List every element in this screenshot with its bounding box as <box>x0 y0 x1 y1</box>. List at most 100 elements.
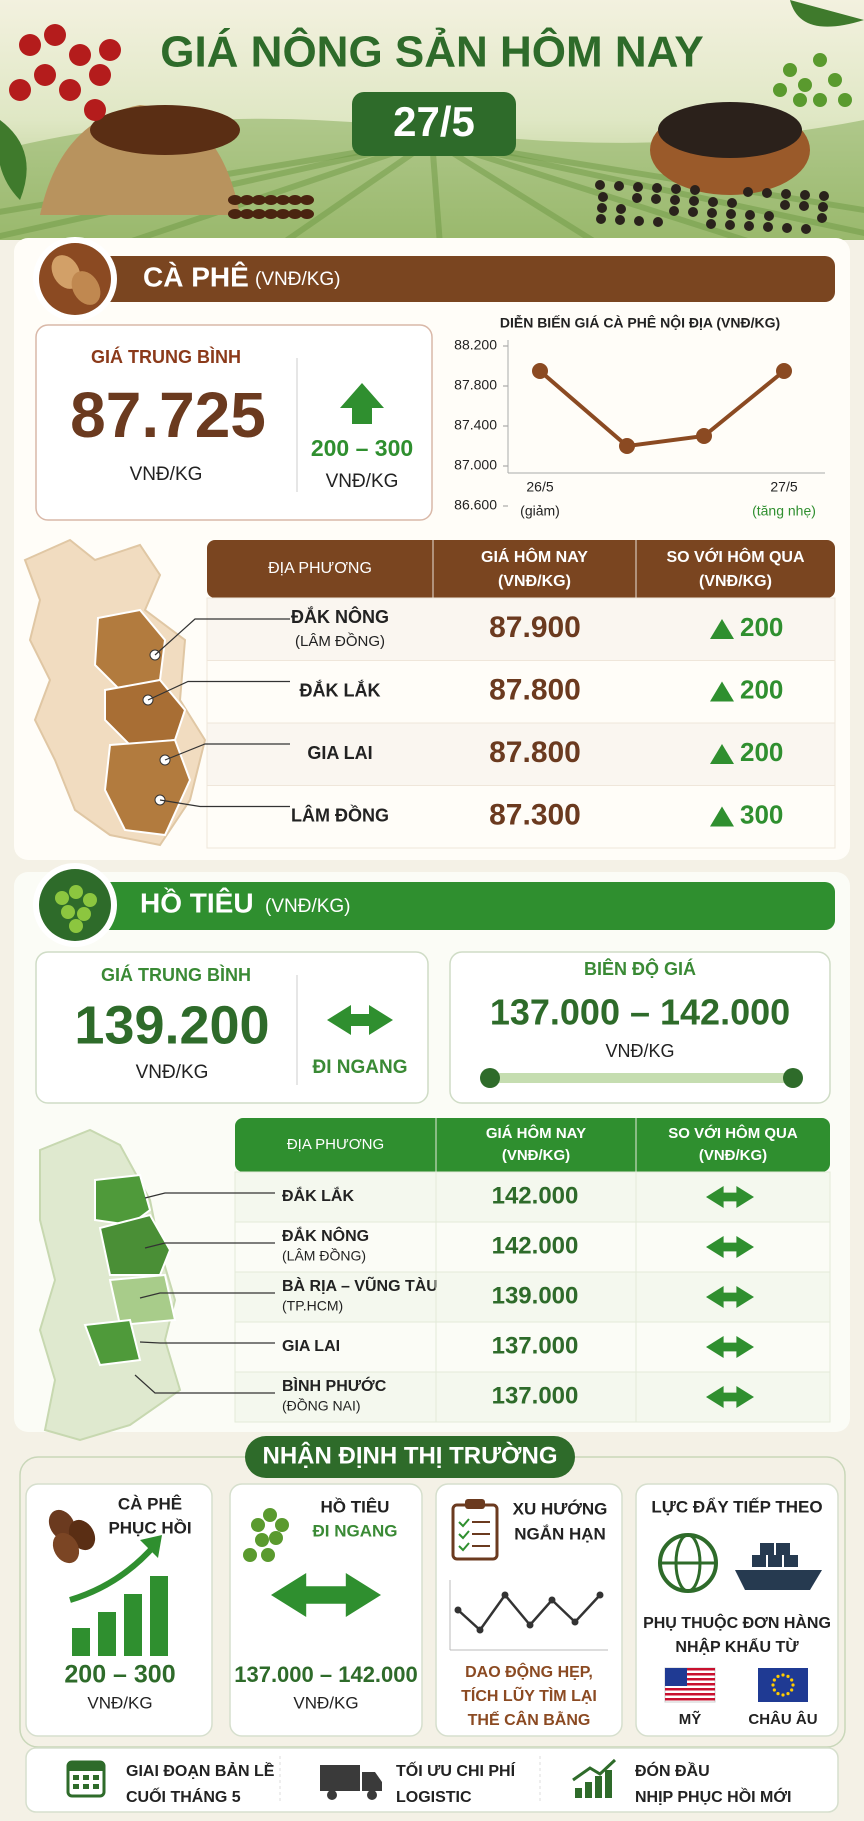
footer-text: ĐÓN ĐẦU <box>635 1761 710 1780</box>
card-title: CÀ PHÊ <box>118 1494 182 1513</box>
field-row <box>430 137 602 248</box>
y-tick-label: 88.200 <box>454 337 497 353</box>
peppercorn <box>801 224 811 234</box>
leader-line <box>139 1292 275 1299</box>
peppercorn <box>598 192 608 202</box>
card-text: NHẬP KHẨU TỪ <box>675 1637 799 1656</box>
field-row <box>431 137 761 248</box>
footer-text: CUỐI THÁNG 5 <box>126 1786 241 1806</box>
coffee-cherry <box>44 24 66 46</box>
peppercorn <box>744 221 754 231</box>
calendar-cell <box>83 1775 89 1780</box>
avg-unit: VNĐ/KG <box>130 464 203 485</box>
calendar-cell <box>73 1784 79 1789</box>
green-pepper <box>813 93 827 107</box>
green-pepper <box>69 885 83 899</box>
row-location: GIA LAI <box>307 743 372 763</box>
double-arrow-icon <box>706 1286 754 1308</box>
green-pepper <box>838 93 852 107</box>
footer-text: NHỊP PHỤC HỒI MỚI <box>635 1787 791 1806</box>
green-pepper <box>773 83 787 97</box>
zigzag-dot <box>571 1618 579 1626</box>
green-pepper <box>275 1518 289 1532</box>
map-province <box>98 1213 172 1276</box>
calendar-cell <box>93 1784 99 1789</box>
green-pepper <box>61 905 75 919</box>
double-arrow-icon <box>706 1336 754 1358</box>
flag-stripe <box>665 1678 715 1681</box>
green-pepper <box>77 907 91 921</box>
peppercorn <box>596 214 606 224</box>
up-triangle <box>710 744 734 764</box>
card-title: LỰC ĐẨY TIẾP THEO <box>651 1497 822 1516</box>
table-row <box>206 785 836 849</box>
coffee-bean <box>288 209 302 219</box>
peppercorn <box>616 204 626 214</box>
zigzag-dot <box>596 1591 604 1599</box>
card-text: DAO ĐỘNG HẸP, <box>465 1662 593 1681</box>
coffee-bean <box>48 1509 76 1541</box>
green-pepper <box>813 53 827 67</box>
map-province <box>108 1273 177 1327</box>
card-value: 137.000 – 142.000 <box>234 1662 418 1687</box>
section-title: HỒ TIÊU <box>140 887 254 918</box>
coffee-bean <box>228 195 242 205</box>
point <box>619 438 635 454</box>
peppercorn <box>634 216 644 226</box>
sack-top <box>90 105 240 155</box>
peppercorn <box>706 219 716 229</box>
bar-icon <box>595 1776 602 1798</box>
trend: ĐI NGANG <box>313 1057 408 1078</box>
row-price: 137.000 <box>492 1382 579 1409</box>
x-tick-note: (tăng nhẹ) <box>752 503 816 519</box>
coffee-bean <box>71 271 101 305</box>
peppercorn <box>782 223 792 233</box>
trend-arrow-head <box>140 1535 162 1558</box>
leaf <box>790 0 864 27</box>
origin: MỸ <box>679 1710 702 1728</box>
peppercorn <box>762 188 772 198</box>
chart-title: DIỄN BIẾN GIÁ CÀ PHÊ NỘI ĐỊA (VNĐ/KG) <box>500 314 780 331</box>
card-text: THẾ CÂN BẰNG <box>468 1710 591 1729</box>
x-tick-label: 26/5 <box>526 479 553 495</box>
calendar-cell <box>93 1775 99 1780</box>
flag-stripe <box>665 1668 715 1671</box>
ship-container <box>784 1555 798 1567</box>
green-pepper <box>255 1533 269 1547</box>
y-tick-label: 87.000 <box>454 457 497 473</box>
coffee-banner <box>50 256 835 302</box>
card-title: HỒ TIÊU <box>321 1497 390 1516</box>
table-row <box>206 597 836 661</box>
row-price: 139.000 <box>492 1282 579 1309</box>
flag-star <box>781 1673 785 1677</box>
coffee-cherry <box>59 79 81 101</box>
up-triangle <box>710 806 734 827</box>
row-change: 200 <box>740 674 783 704</box>
row-location: ĐẮK NÔNG <box>291 606 389 627</box>
coffee-cherry <box>84 99 106 121</box>
peppercorn <box>708 197 718 207</box>
up-triangle <box>710 619 734 639</box>
coffee-bean <box>288 195 302 205</box>
coffee-bean <box>240 209 254 219</box>
range-value: 137.000 – 142.000 <box>490 992 790 1033</box>
row-location: GIA LAI <box>282 1338 340 1355</box>
x-tick-note: (giảm) <box>520 503 560 519</box>
table-header <box>235 1118 830 1172</box>
peppercorn <box>781 189 791 199</box>
leader-line <box>147 680 290 701</box>
zigzag-dot <box>526 1621 534 1629</box>
peppercorn <box>651 194 661 204</box>
origin: CHÂU ÂU <box>748 1710 817 1728</box>
table-header-label: SO VỚI HÔM QUA <box>666 547 805 566</box>
card-text: PHỤ THUỘC ĐƠN HÀNG <box>643 1613 831 1632</box>
y-tick-label: 87.400 <box>454 417 497 433</box>
table-header <box>207 540 835 598</box>
leader-line <box>164 743 290 761</box>
coffee-bean <box>276 195 290 205</box>
peppercorn <box>818 202 828 212</box>
x-tick-label: 27/5 <box>770 479 797 495</box>
coffee-cherry <box>19 34 41 56</box>
peppercorn <box>653 217 663 227</box>
